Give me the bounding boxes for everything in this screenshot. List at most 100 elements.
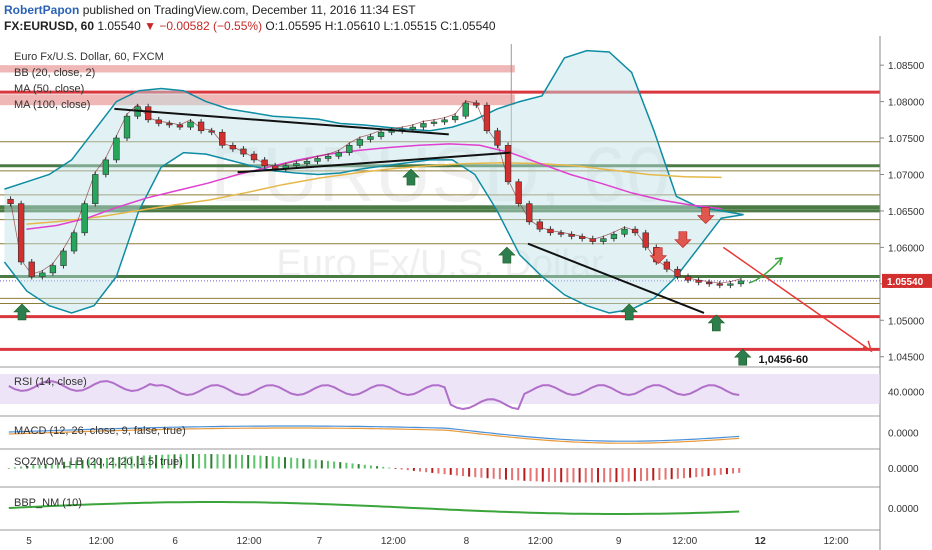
sqz-bar-8 [56,462,59,469]
sqz-bar-105 [652,468,655,481]
candle-body [219,131,226,146]
legend-bb[interactable]: BB (20, close, 2) [14,67,96,79]
sqzmom-label[interactable]: SQZMOM_LB (20, 2, 20, 1.5, true) [14,456,183,468]
sqz-bar-14 [93,458,96,469]
time-axis[interactable]: 5 12:00 6 12:00 7 12:00 8 12:00 9 12:00 12 12:00 [0,529,880,547]
bbp-line [8,501,740,515]
sqz-bar-83 [517,468,520,481]
sqz-bar-69 [431,468,434,473]
rsi-label[interactable]: RSI (14, close) [14,376,87,388]
sqz-bar-43 [271,456,274,469]
sqz-bar-70 [437,468,440,474]
candle-43 [462,100,469,120]
candle-11 [123,113,131,141]
trendline-0[interactable] [114,107,449,136]
up-arrow-2 [498,246,516,264]
sqz-bar-25 [161,454,164,469]
time-tick-9: 12:00 [672,536,697,547]
candle-56 [600,235,607,245]
candle-body [7,198,14,204]
candle-42 [451,113,459,123]
author-link[interactable]: RobertPapon [4,3,80,17]
sqz-bar-62 [388,467,391,469]
bearish-projection[interactable] [722,246,872,352]
macd-signal [8,427,740,444]
candle-body [663,261,671,270]
trendline-2[interactable] [527,242,705,314]
up-arrow-4 [707,314,726,332]
publish-info: published on TradingView.com, December 1… [82,3,416,17]
candle-19 [208,127,215,136]
legend-title[interactable]: Euro Fx/U.S. Dollar, 60, FXCM [14,51,164,63]
price-axis[interactable]: 1.08500 1.08000 1.07500 1.07000 1.06500 1.060… [879,36,932,550]
bbp-label[interactable]: BBP_NM (10) [14,497,82,509]
candle-9 [102,156,109,178]
candle-23 [250,151,258,163]
sqz-bar-7 [50,463,53,469]
candle-body [39,272,46,277]
sqz-bar-2 [20,466,23,469]
trendlines[interactable]: 1,0456-60 [114,107,873,366]
sqz-bar-22 [142,455,145,469]
candle-body [420,123,427,128]
sqz-bar-88 [547,468,550,482]
sqz-bar-5 [38,464,41,469]
price-change: ▼ −0.00582 (−0.55%) [144,19,263,33]
sqz-bar-116 [719,468,722,475]
price-tick-1: 1.08000 [888,98,925,109]
sqz-bar-84 [523,468,526,481]
candle-body [451,115,459,121]
ma100-line [26,162,722,225]
candle-48 [515,178,522,207]
candle-body [92,174,99,204]
moving-averages [10,100,742,284]
price-tick-4: 1.06500 [888,207,925,218]
candle-body [727,283,734,286]
sqz-bar-109 [676,468,679,479]
sqz-bar-17 [112,457,115,469]
candle-31 [335,149,342,160]
sqz-bar-93 [578,468,581,483]
legend-ma100[interactable]: MA (100, close) [14,99,91,111]
sqz-bar-114 [707,468,710,476]
sqz-bar-87 [541,468,544,482]
legend-ma50[interactable]: MA (50, close) [14,83,85,95]
candle-body [324,155,332,159]
up-arrow-0 [13,303,31,321]
last-price-label: 1.05540 [887,277,924,288]
candle-body [695,279,702,283]
candle-67 [716,280,723,289]
candle-14 [155,116,162,127]
up-arrow-1 [402,168,420,186]
sqz-bar-24 [155,454,158,469]
bb-upper-line [4,49,744,216]
candle-body [303,161,311,164]
sqz-bar-90 [560,468,563,483]
sqz-bar-11 [75,460,78,469]
sqz-bar-13 [87,459,90,469]
candle-22 [240,146,247,157]
sqz-bar-85 [529,468,532,482]
candle-60 [642,229,649,251]
candle-body [589,238,596,242]
trendline-1[interactable] [237,151,511,174]
candle-body [208,130,215,133]
sqz-bar-41 [259,455,262,469]
candle-30 [324,153,332,162]
candle-51 [547,226,554,236]
macd-label[interactable]: MACD (12, 26, close, 9, false, true) [14,425,186,437]
sqz-bar-56 [351,463,354,469]
candle-body [314,158,321,162]
candle-body [81,203,88,234]
sqz-bar-9 [63,461,66,469]
candle-7 [81,200,88,236]
sqz-bar-20 [130,456,133,469]
candle-body [684,276,692,281]
candle-body [197,121,205,132]
chart-canvas[interactable]: EURUSD, 60 Euro Fx/U.S. Dollar 1,0456-60… [0,36,932,550]
candle-body [166,123,173,126]
sqz-bar-39 [247,455,250,469]
sqz-bar-46 [290,457,293,469]
candle-body [356,139,364,146]
down-arrow-2 [674,231,692,249]
